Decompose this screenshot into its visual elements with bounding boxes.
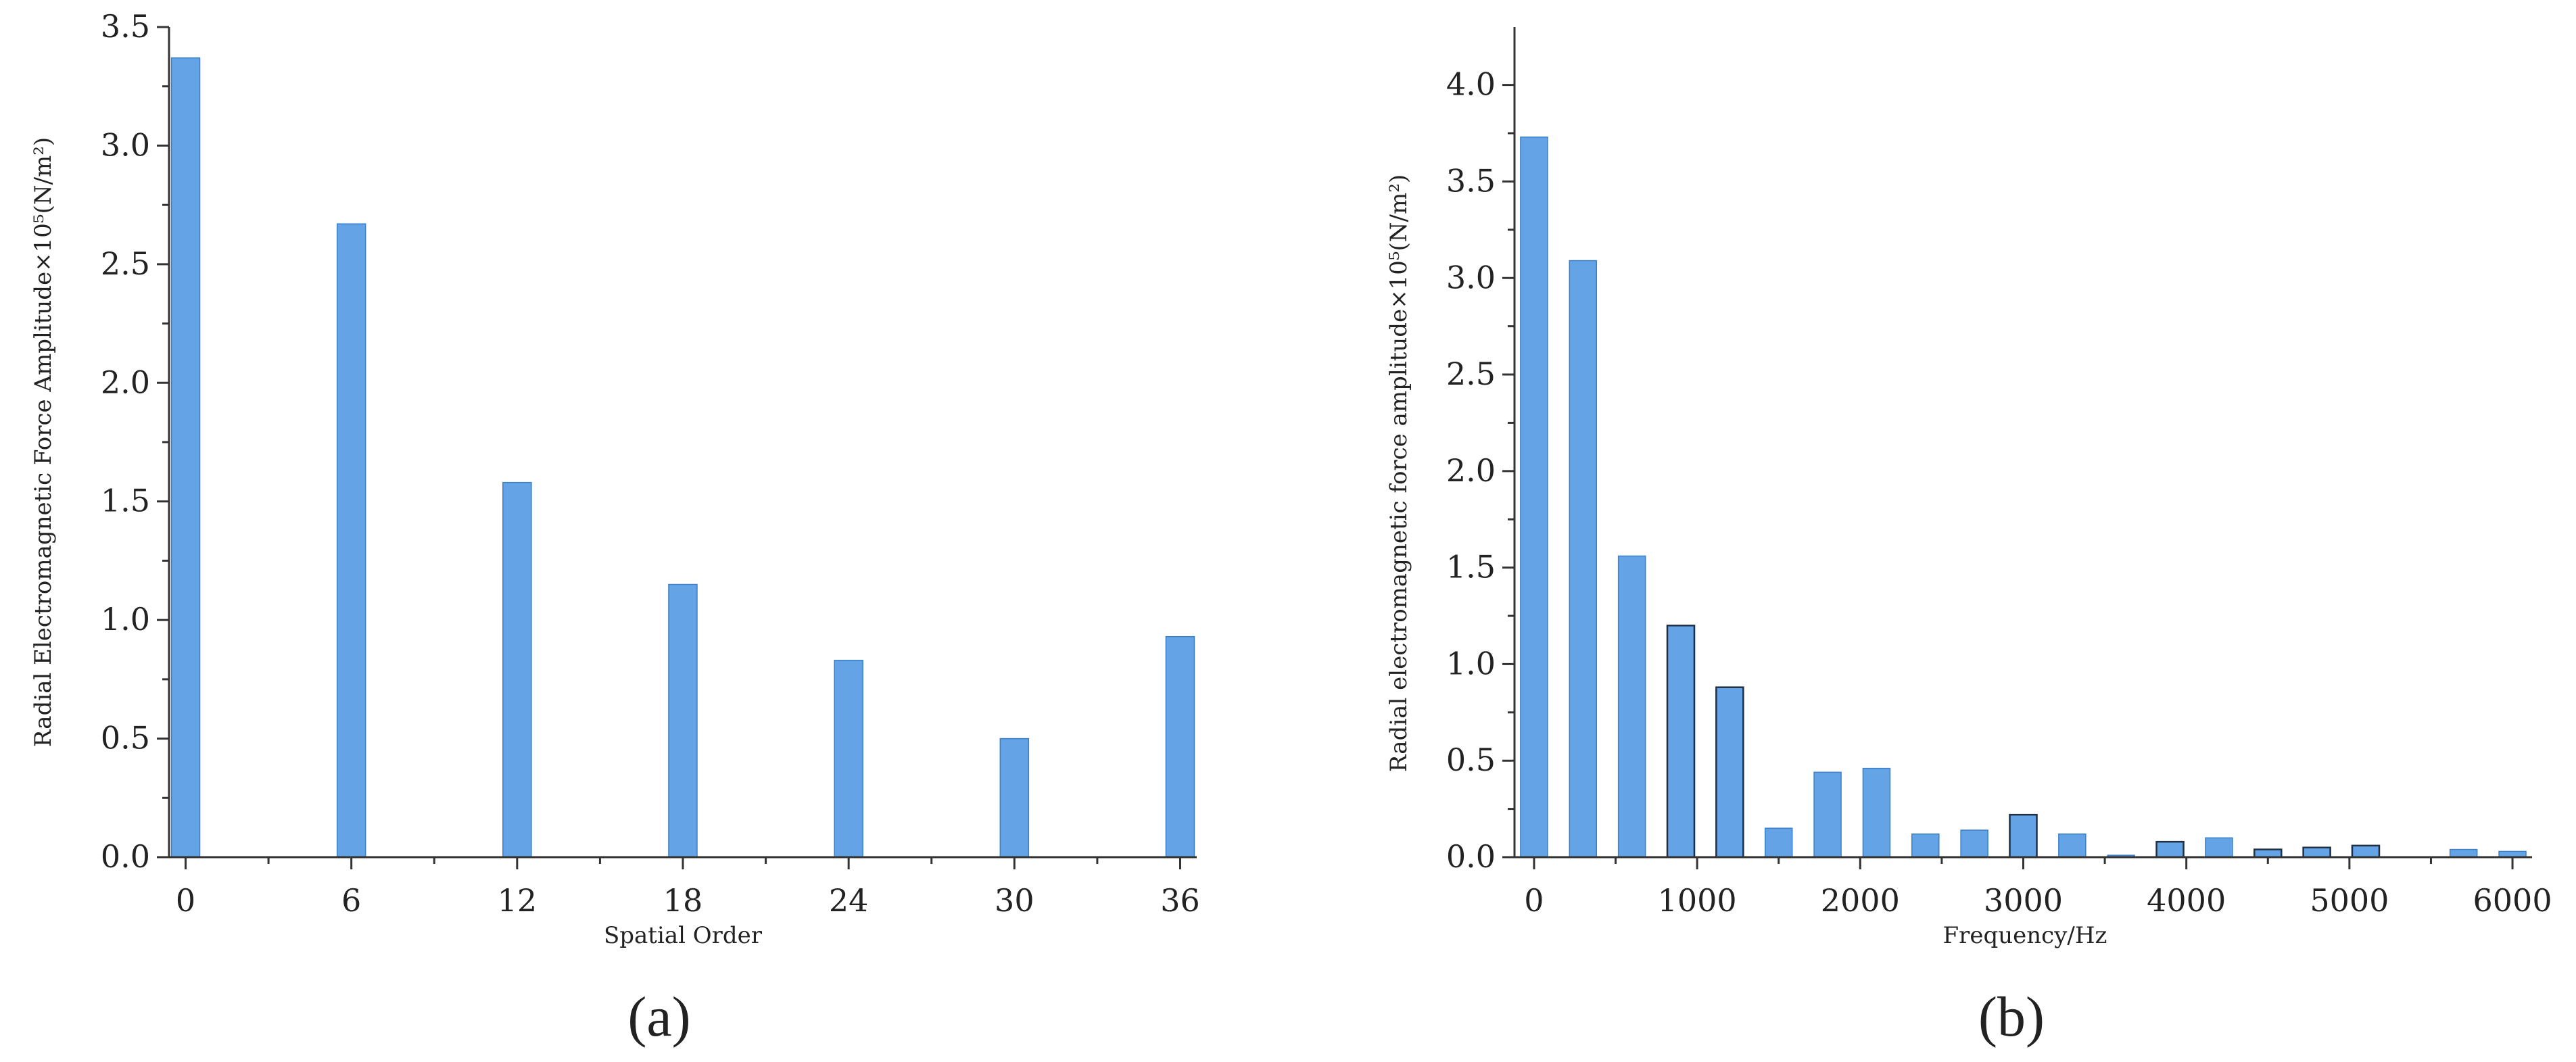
y-tick-label: 1.5 — [101, 483, 150, 519]
bar — [999, 738, 1030, 858]
y-tick-label: 0.0 — [1446, 838, 1496, 875]
x-tick-label: 12 — [498, 882, 538, 919]
panel-label: (a) — [627, 986, 690, 1048]
bar — [1715, 686, 1744, 859]
bar — [1862, 767, 1891, 858]
bar — [1960, 829, 1988, 858]
x-axis-title: Frequency/Hz — [1943, 922, 2107, 949]
x-tick-label: 0 — [176, 882, 195, 919]
y-tick-label: 0.0 — [101, 838, 150, 875]
x-tick-label: 2000 — [1821, 882, 1900, 919]
bar — [668, 583, 698, 858]
y-tick-label: 1.5 — [1446, 549, 1496, 585]
y-tick-label: 0.5 — [1446, 742, 1496, 778]
bar — [1165, 635, 1195, 858]
y-tick-label: 3.0 — [1446, 259, 1496, 295]
panel-label: (b) — [1978, 986, 2045, 1048]
bar — [2205, 837, 2233, 858]
x-axis-title: Spatial Order — [604, 922, 763, 949]
bar — [170, 57, 201, 858]
chart-a: 0.0 0.5 1.0 1.5 2.0 2.5 3.0 3.5 0 6 12 18 24 30 36 Spat… — [30, 8, 1200, 1048]
chart-b: 0.0 0.5 1.0 1.5 2.0 2.5 3.0 3.5 4.0 0 1000 2000 3000… — [1385, 27, 2552, 1048]
y-tick-label: 4.0 — [1446, 66, 1496, 103]
y-axis-title: Radial electromagnetic force amplitude×1… — [1385, 174, 1412, 772]
bar — [2058, 833, 2086, 858]
bar — [1617, 555, 1646, 858]
bar — [2009, 813, 2038, 859]
x-tick-label: 18 — [663, 882, 703, 919]
bar — [1813, 771, 1842, 858]
bar — [2253, 848, 2283, 859]
x-tick-label: 6000 — [2473, 882, 2552, 919]
y-tick-label: 2.5 — [101, 245, 150, 282]
y-tick-label: 0.5 — [101, 720, 150, 756]
x-tick-label: 4000 — [2147, 882, 2226, 919]
y-tick-label: 3.5 — [1446, 162, 1496, 199]
x-tick-label: 3000 — [1984, 882, 2063, 919]
bar — [2351, 844, 2381, 859]
bar — [1911, 833, 1940, 858]
y-tick-label: 1.0 — [1446, 645, 1496, 681]
y-tick-label: 2.0 — [1446, 452, 1496, 489]
y-tick-label: 3.5 — [101, 8, 150, 45]
y-tick-label: 2.0 — [101, 364, 150, 400]
bar — [2155, 840, 2185, 859]
y-tick-label: 1.0 — [101, 601, 150, 637]
y-axis-title: Radial Electromagnetic Force Amplitude×1… — [30, 137, 57, 747]
y-tick-label: 3.0 — [101, 126, 150, 163]
bar — [2302, 846, 2331, 859]
x-tick-label: 0 — [1524, 882, 1544, 919]
x-tick-label: 30 — [995, 882, 1034, 919]
y-tick-label: 2.5 — [1446, 356, 1496, 392]
bar — [834, 660, 863, 858]
bar — [2449, 848, 2478, 858]
bar — [1569, 260, 1598, 858]
bar — [336, 223, 366, 858]
x-tick-label: 5000 — [2310, 882, 2389, 919]
x-tick-label: 6 — [341, 882, 361, 919]
bar — [1764, 827, 1793, 858]
x-tick-label: 1000 — [1658, 882, 1737, 919]
bar — [1520, 137, 1548, 858]
x-tick-label: 24 — [829, 882, 869, 919]
x-tick-label: 36 — [1160, 882, 1200, 919]
bar — [1666, 625, 1696, 859]
bar — [502, 481, 532, 858]
